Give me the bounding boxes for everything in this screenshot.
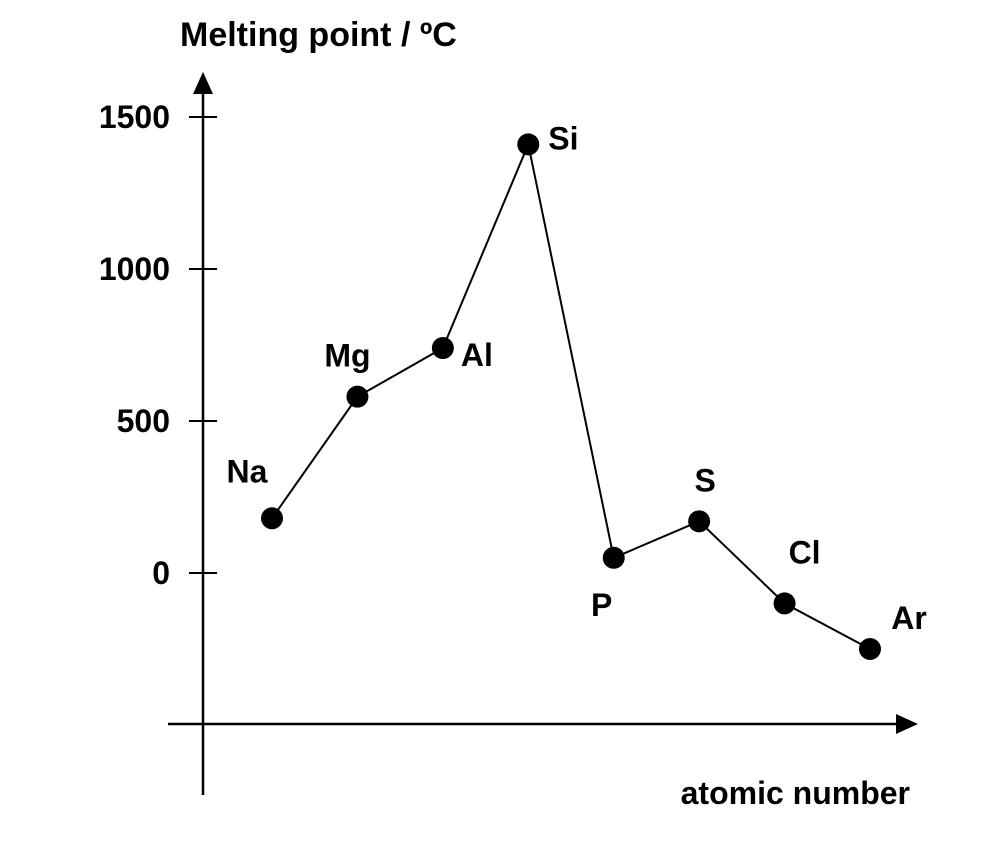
point-label-al: Al — [461, 337, 493, 373]
y-axis — [193, 72, 213, 795]
point-label-s: S — [694, 462, 715, 498]
x-axis-title: atomic number — [681, 775, 910, 811]
y-tick-label-0: 0 — [152, 555, 170, 591]
data-point-cl — [773, 592, 796, 615]
y-axis-arrow — [193, 72, 213, 94]
y-ticks: 0 500 1000 1500 — [99, 99, 217, 591]
x-axis-arrow — [896, 714, 918, 734]
data-point-al — [431, 337, 454, 360]
y-tick-label-1500: 1500 — [99, 99, 170, 135]
data-point-p — [602, 546, 625, 569]
data-point-s — [688, 510, 711, 533]
point-label-ar: Ar — [891, 600, 927, 636]
y-tick-label-1000: 1000 — [99, 251, 170, 287]
data-point-mg — [346, 385, 369, 408]
x-axis — [168, 714, 918, 734]
point-label-cl: Cl — [789, 534, 821, 570]
data-point-si — [517, 133, 540, 156]
point-label-p: P — [591, 587, 612, 623]
data-point-na — [261, 507, 283, 530]
series-line-0 — [271, 140, 871, 650]
data-point-ar — [859, 638, 881, 660]
series: Na Mg Al Si P S Cl Ar — [227, 120, 927, 660]
point-label-si: Si — [548, 120, 578, 156]
y-tick-label-500: 500 — [117, 403, 170, 439]
point-label-mg: Mg — [324, 338, 370, 374]
y-axis-title: Melting point / ºC — [180, 16, 457, 54]
point-label-na: Na — [227, 453, 268, 489]
